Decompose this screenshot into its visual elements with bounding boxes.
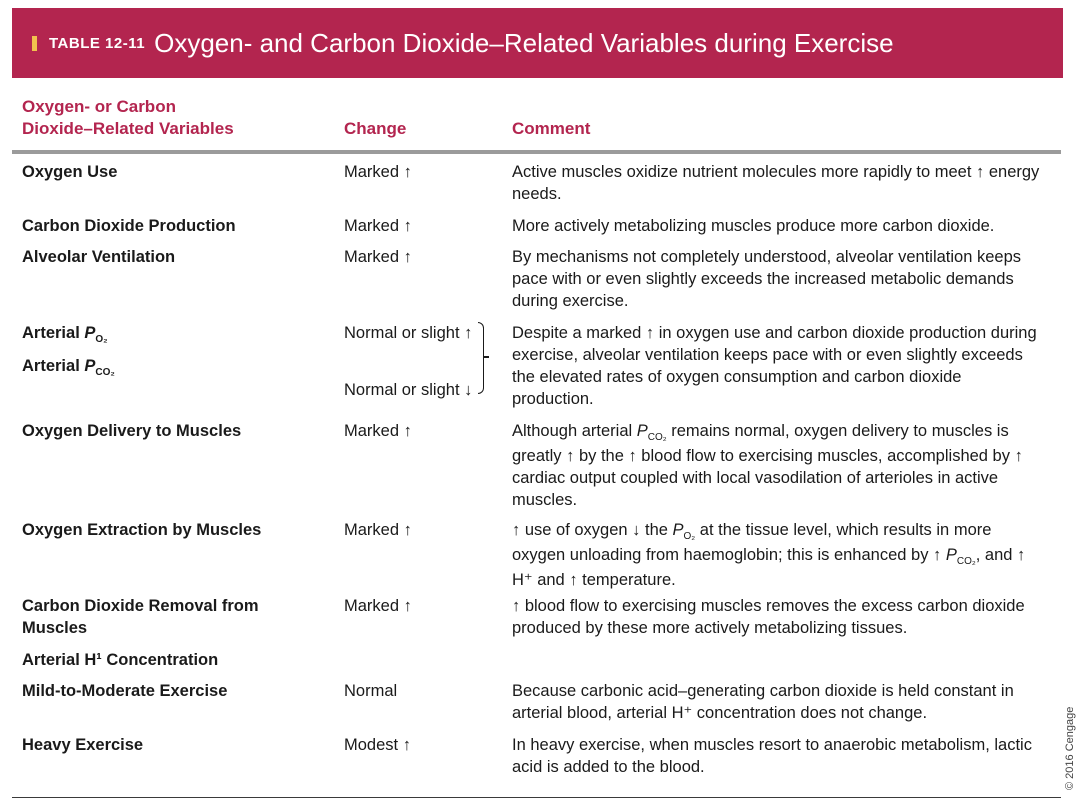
row-change: Marked ↑ [344,217,412,235]
copyright-notice: © 2016 Cengage [1064,706,1076,790]
header-rule [12,150,1061,154]
row-comment: ↑ blood flow to exercising muscles remov… [512,597,1025,637]
row-change: Marked ↑ [344,521,412,539]
row-comment: Because carbonic acid–generating carbon … [512,682,1014,722]
row-comment: More actively metabolizing muscles produ… [512,217,995,235]
row-change: Normal [344,682,398,700]
row-variable: Carbon Dioxide Removal from Muscles [22,597,259,637]
row-comment: In heavy exercise, when muscles resort t… [512,736,1032,776]
row-comment: Although arterial PCO₂ remains normal, o… [512,422,1023,509]
header-change: Change [344,119,407,138]
row-variable-group: Arterial H¹ Concentration [22,651,219,669]
row-variable-arterial-po2: Arterial PO₂ [22,324,108,345]
row-change: Marked ↑ [344,597,412,615]
row-variable: Alveolar Ventilation [22,248,176,266]
row-change: Marked ↑ [344,163,412,181]
header-comment: Comment [512,119,591,138]
row-variable: Oxygen Extraction by Muscles [22,521,262,539]
row-variable-arterial-pco2: Arterial PCO₂ [22,357,115,378]
row-variable: Mild-to-Moderate Exercise [22,682,228,700]
row-variable: Oxygen Delivery to Muscles [22,422,242,440]
row-change: Modest ↑ [344,736,411,754]
table-bottom-rule [12,797,1061,798]
row-change: Normal or slight ↑ [344,324,473,342]
row-comment: Active muscles oxidize nutrient molecule… [512,163,1040,203]
row-change: Marked ↑ [344,248,412,266]
row-variable: Heavy Exercise [22,736,144,754]
row-comment: ↑ use of oxygen ↓ the PO₂ at the tissue … [512,521,1026,589]
row-comment: Despite a marked ↑ in oxygen use and car… [512,324,1037,408]
title-marker [32,35,37,51]
header-variables: Oxygen- or Carbon Dioxide–Related Variab… [22,97,234,138]
row-comment: By mechanisms not completely understood,… [512,248,1022,310]
table-title-banner: TABLE 12-11 Oxygen- and Carbon Dioxide–R… [12,8,1063,78]
row-variable: Oxygen Use [22,163,118,181]
table-title: Oxygen- and Carbon Dioxide–Related Varia… [154,27,894,58]
table-number: TABLE 12-11 [49,34,146,52]
row-change: Marked ↑ [344,422,412,440]
row-variable: Carbon Dioxide Production [22,217,236,235]
row-change: Normal or slight ↓ [344,381,473,399]
grouping-brace [478,322,489,394]
